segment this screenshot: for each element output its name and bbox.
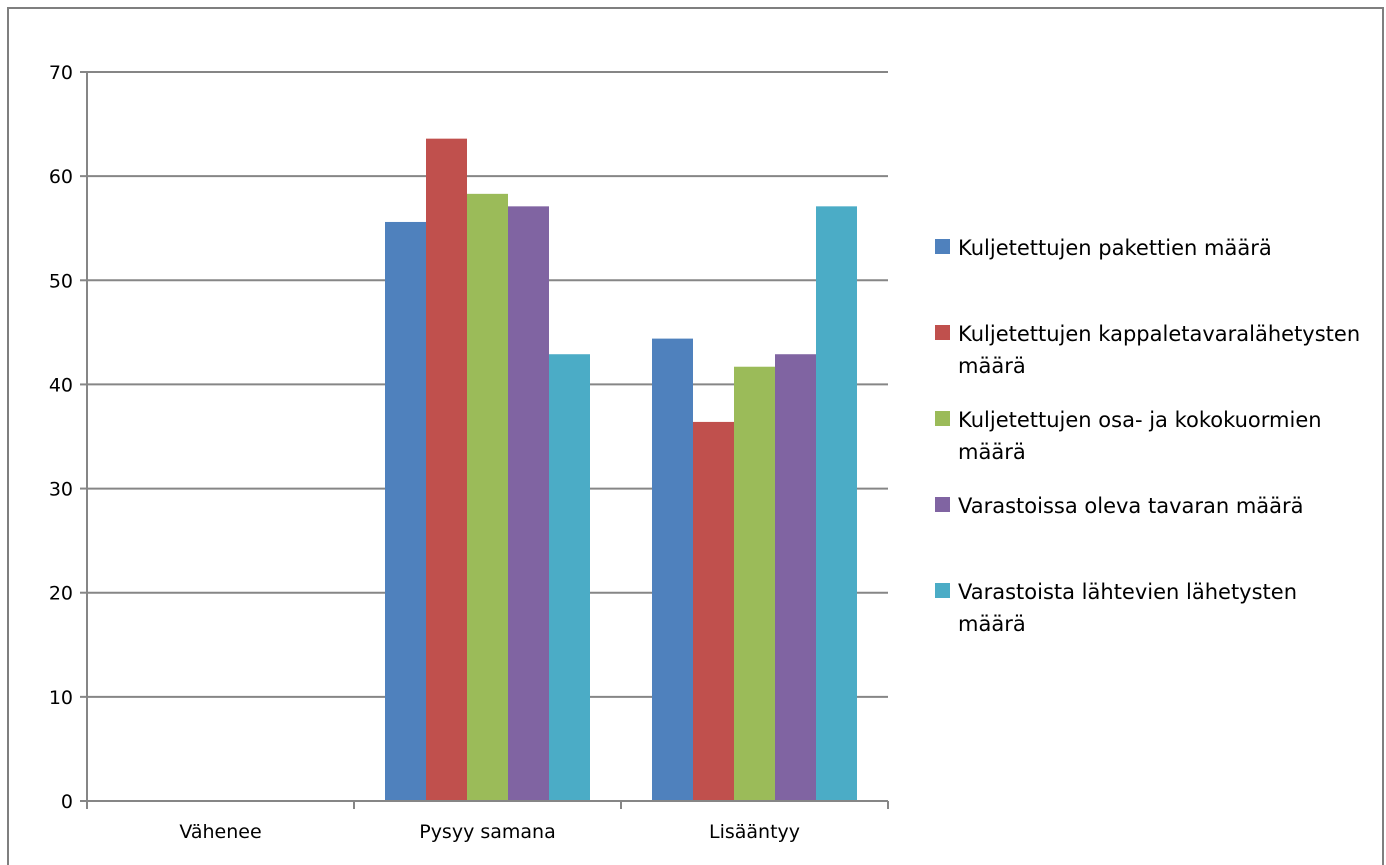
legend-label: Varastoista lähtevien lähetysten määrä xyxy=(958,580,1298,636)
bar xyxy=(385,221,426,802)
y-tick-label: 50 xyxy=(49,270,73,292)
bar xyxy=(734,366,775,801)
bar xyxy=(549,354,590,801)
bar xyxy=(467,193,508,801)
y-tick-label: 20 xyxy=(49,583,73,605)
legend-label: Kuljetettujen kappaletavaralähetysten mä… xyxy=(958,322,1361,378)
bar xyxy=(652,338,693,801)
x-tick-label: Pysyy samana xyxy=(419,821,556,843)
y-tick-label: 30 xyxy=(49,479,73,501)
bar xyxy=(426,138,467,801)
x-tick-label: Vähenee xyxy=(179,821,261,843)
legend-item: Kuljetettujen pakettien määrä xyxy=(935,232,1363,264)
y-tick-label: 10 xyxy=(49,687,73,709)
x-tick-labels: Vähenee Pysyy samana Lisääntyy xyxy=(179,821,800,843)
y-tick-label: 40 xyxy=(49,374,73,396)
legend-item: Kuljetettujen osa- ja kokokuormien määrä xyxy=(935,404,1363,468)
x-tick-label: Lisääntyy xyxy=(709,821,800,843)
legend-swatch xyxy=(935,497,950,512)
y-tick-label: 70 xyxy=(49,62,73,84)
bar xyxy=(693,421,734,801)
y-tick-label: 60 xyxy=(49,166,73,188)
bars xyxy=(385,138,857,802)
legend-label: Kuljetettujen osa- ja kokokuormien määrä xyxy=(958,408,1322,464)
y-tick-labels: 0 10 20 30 40 50 60 70 xyxy=(49,62,73,813)
bar xyxy=(508,206,549,801)
legend-swatch xyxy=(935,239,950,254)
legend-item: Kuljetettujen kappaletavaralähetysten mä… xyxy=(935,318,1363,382)
legend-item: Varastoissa oleva tavaran määrä xyxy=(935,490,1363,522)
legend-item: Varastoista lähtevien lähetysten määrä xyxy=(935,576,1363,640)
legend-swatch xyxy=(935,411,950,426)
legend-swatch xyxy=(935,583,950,598)
legend-label: Kuljetettujen pakettien määrä xyxy=(958,236,1272,260)
bar xyxy=(816,206,857,801)
bar xyxy=(775,354,816,801)
legend-label: Varastoissa oleva tavaran määrä xyxy=(958,494,1304,518)
y-tick-label: 0 xyxy=(61,791,73,813)
legend-swatch xyxy=(935,325,950,340)
axes xyxy=(80,71,889,809)
